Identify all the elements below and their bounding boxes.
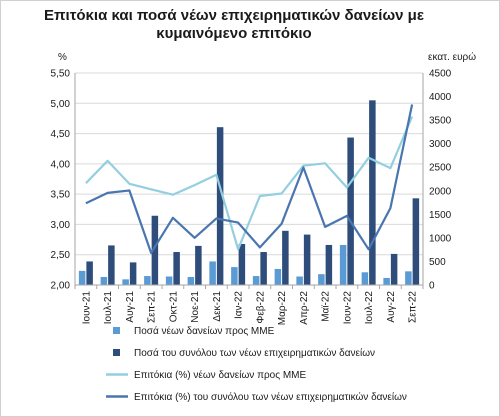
bar-total-amount [238, 244, 246, 285]
bar-total-amount [412, 198, 420, 285]
x-tick-label: Ιαν-22 [234, 291, 245, 319]
bar-total-amount [347, 137, 354, 285]
x-tick-label: Ιουν-22 [342, 291, 353, 325]
bar-sme-amount [231, 267, 238, 285]
right-tick-label: 2500 [429, 163, 452, 174]
legend: Ποσά νέων δανείων προς ΜΜΕ Ποσά του συνόλ… [106, 325, 407, 403]
x-tick-label: Ιουν-21 [81, 291, 92, 325]
x-tick-label: Ιουλ-22 [364, 291, 375, 325]
bar-total-amount [325, 244, 333, 285]
bar-total-amount [129, 262, 137, 285]
bar-sme-amount [339, 244, 347, 285]
x-tick-label: Δεκ-21 [212, 291, 223, 322]
left-tick-label: 3,50 [51, 190, 71, 201]
chart-title-line-2: κυμαινόμενο επιτόκιο [156, 25, 311, 42]
bar-total-amount [86, 261, 93, 285]
bar-sme-amount [296, 276, 303, 285]
x-tick-label: Αυγ-21 [125, 291, 136, 323]
right-tick-label: 2000 [429, 186, 452, 197]
bar-total-amount [151, 215, 159, 285]
bar-total-amount [108, 245, 115, 285]
bar-sme-amount [405, 271, 412, 285]
bar-sme-amount [100, 276, 108, 285]
bar-total-amount [282, 230, 289, 285]
bars [78, 100, 420, 285]
bar-sme-amount [122, 279, 129, 285]
legend-label: Ποσά νέων δανείων προς ΜΜΕ [134, 325, 275, 337]
legend-swatch [113, 349, 120, 356]
right-tick-label: 4500 [429, 69, 452, 80]
x-tick-label: Φεβ-22 [255, 291, 266, 324]
right-axis-unit: εκατ. ευρώ [428, 51, 476, 63]
x-axis: Ιουν-21 Ιουλ-21 Αυγ-21 Σεπ-21 Οκτ-21 Νοε-21 Δε… [74, 284, 424, 326]
bar-sme-amount [144, 276, 151, 285]
x-tick-label: Απρ-22 [299, 291, 310, 325]
bar-sme-amount [187, 276, 195, 285]
bar-sme-amount [78, 270, 86, 285]
right-tick-label: 1500 [429, 210, 452, 221]
bar-total-amount [195, 245, 202, 285]
right-tick-label: 0 [429, 281, 435, 292]
legend-label: Επιτόκια (%) του συνόλου των νέων επιχει… [134, 391, 407, 403]
x-tick-label: Ιουλ-21 [103, 291, 114, 325]
right-axis: 0 500 1000 1500 2000 2500 3000 3500 4000 4500 [422, 69, 452, 292]
right-tick-label: 3000 [429, 139, 452, 150]
bar-total-amount [173, 252, 180, 285]
bar-sme-amount [274, 268, 282, 285]
x-tick-label: Νοε-21 [190, 291, 201, 323]
bar-total-amount [369, 100, 376, 285]
bar-total-amount [216, 127, 224, 285]
left-tick-label: 5,00 [51, 99, 71, 110]
legend-label: Ποσά του συνόλου των νέων επιχειρηματικώ… [134, 347, 375, 359]
bar-sme-amount [361, 272, 369, 285]
bar-sme-amount [209, 261, 216, 285]
left-tick-label: 4,00 [51, 159, 71, 170]
left-tick-label: 2,50 [51, 250, 71, 261]
bar-total-amount [390, 253, 398, 285]
left-axis: 2,00 2,50 3,00 3,50 4,00 4,50 5,00 5,50 [51, 69, 76, 292]
x-tick-label: Μαρ-22 [277, 291, 288, 326]
bar-sme-amount [252, 276, 260, 285]
bar-sme-amount [318, 274, 325, 285]
left-tick-label: 4,50 [51, 129, 71, 140]
line-total-rate [85, 104, 414, 254]
bar-sme-amount [383, 277, 390, 285]
legend-label: Επιτόκια (%) νέων δανείων προς ΜΜΕ [134, 369, 306, 381]
bar-total-amount [303, 234, 311, 285]
right-tick-label: 4000 [429, 92, 452, 103]
x-tick-label: Σεπ-21 [147, 291, 158, 323]
left-tick-label: 3,00 [51, 220, 71, 231]
right-tick-label: 500 [429, 257, 446, 268]
right-tick-label: 3500 [429, 116, 452, 127]
bar-total-amount [260, 252, 267, 285]
lines [85, 104, 414, 254]
chart-title-line-1: Επιτόκια και ποσά νέων επιχειρηματικών δ… [44, 7, 424, 24]
right-tick-label: 1000 [429, 233, 452, 244]
x-tick-label: Αυγ-22 [386, 291, 397, 323]
left-tick-label: 5,50 [51, 69, 71, 80]
left-axis-unit: % [58, 52, 67, 63]
left-tick-label: 2,00 [51, 281, 71, 292]
line-sme-rate [85, 116, 414, 251]
x-tick-label: Σεπ-22 [408, 291, 419, 323]
legend-swatch [113, 327, 120, 334]
bar-sme-amount [165, 276, 173, 285]
x-tick-label: Μαϊ-22 [321, 291, 332, 322]
x-tick-label: Οκτ-21 [168, 291, 179, 323]
